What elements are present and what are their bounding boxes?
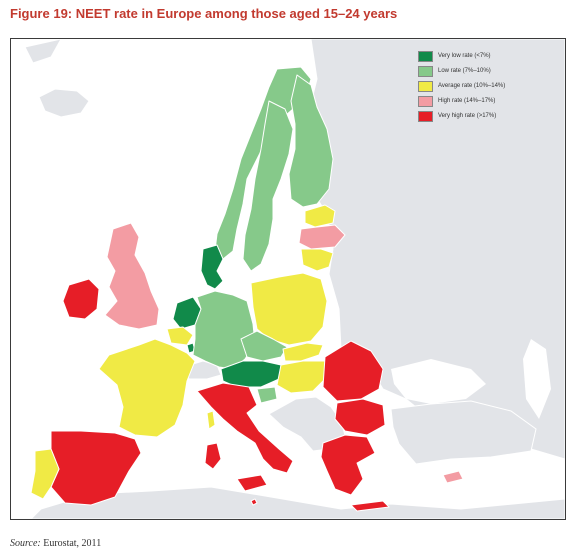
estonia [304,204,336,228]
finland [288,74,334,208]
legend-item: Very low rate (<7%) [418,50,505,62]
belgium [166,326,194,346]
slovenia [256,386,278,404]
legend-item: Very high rate (>17%) [418,110,505,122]
greece [320,434,376,496]
cyprus [442,470,464,484]
legend-label: Very high rate (>17%) [438,113,497,119]
slovakia [282,342,324,362]
bulgaria [334,398,386,436]
poland [250,272,328,346]
germany [192,290,256,370]
ireland [62,278,100,320]
sardinia [204,442,222,470]
united-kingdom [104,222,160,330]
legend-item: Average rate (10%–14%) [418,80,505,92]
sweden [242,100,294,272]
figure-title: Figure 19: NEET rate in Europe among tho… [10,6,398,21]
malta [250,498,258,506]
legend-item: Low rate (7%–10%) [418,65,505,77]
legend-label: Low rate (7%–10%) [438,68,491,74]
crete [350,500,390,512]
caspian-sea [523,339,551,419]
lithuania [300,248,334,272]
europe-map [24,39,565,519]
map-frame: Very low rate (<7%) Low rate (7%–10%) Aver… [10,38,566,520]
legend-swatch [418,80,433,92]
corsica [206,410,216,430]
iceland [38,88,90,118]
black-sea [391,359,486,404]
source-text: Eurostat, 2011 [40,538,102,549]
countries-layer [30,66,464,512]
legend-swatch [418,50,433,62]
turkey [390,400,537,465]
legend-swatch [418,65,433,77]
france [98,338,196,438]
legend-label: High rate (14%–17%) [438,98,496,104]
romania [322,340,384,402]
legend-swatch [418,110,433,122]
italy [196,382,294,474]
legend-swatch [418,95,433,107]
source-note: Source: Eurostat, 2011 [10,538,101,549]
latvia [298,224,346,250]
hungary [276,360,328,394]
sicily [236,474,268,492]
legend-item: High rate (14%–17%) [418,95,505,107]
source-label: Source: [10,538,41,549]
map-legend: Very low rate (<7%) Low rate (7%–10%) Aver… [418,50,505,125]
legend-label: Average rate (10%–14%) [438,83,506,89]
legend-label: Very low rate (<7%) [438,53,491,59]
portugal [30,448,60,500]
greenland [24,39,62,64]
denmark [200,244,224,290]
